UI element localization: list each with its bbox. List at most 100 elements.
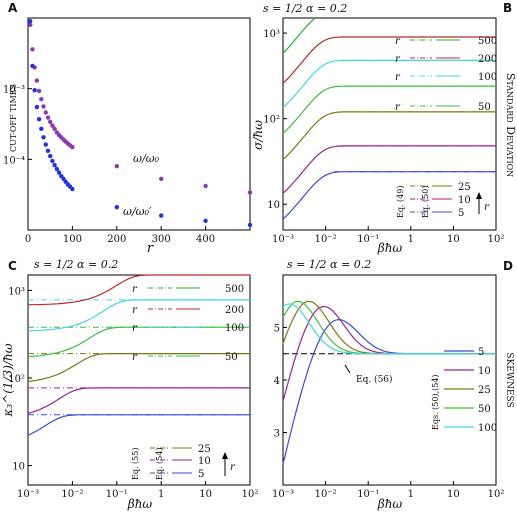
panel-b-eq-a: Eq. (49)	[396, 186, 405, 218]
panel-b-ytick-label: 10³	[263, 29, 280, 40]
panel-a-point	[54, 166, 60, 172]
panel-c-arrow-label: r	[230, 462, 236, 473]
panel-b-legend-rf: r	[395, 54, 401, 65]
panel-b-legend-value: 5	[458, 208, 464, 219]
panel-a-point	[203, 218, 208, 223]
panel-a-xlabel: r	[147, 241, 154, 256]
panel-a-point	[61, 176, 66, 182]
panel-a-point	[114, 163, 120, 169]
panel-a-letter: A	[8, 1, 18, 15]
panel-c-header: s = 1/2 α = 0.2	[34, 258, 118, 271]
panel-d-legend-value: 25	[478, 385, 491, 396]
panel-a-point	[203, 183, 208, 189]
panel-a-ytick-label: 10⁻⁴	[3, 155, 25, 166]
panel-d-series-50	[282, 300, 496, 355]
panel-a-xtick-label: 0	[25, 234, 31, 245]
panel-a-point	[45, 115, 51, 120]
panel-a-point	[36, 116, 42, 122]
panel-a-point	[48, 119, 53, 124]
panel-d-annot-arrow	[344, 364, 351, 374]
panel-c-series-5	[27, 414, 250, 436]
panel-a-point	[52, 162, 57, 168]
panel-d-xtick-label: 10	[447, 489, 460, 500]
panel-c-xtick-label: 1	[158, 489, 164, 500]
panel-d-legend-value: 5	[478, 347, 484, 358]
panel-c-xtick-label: 10⁻³	[17, 489, 39, 500]
panel-b-frame	[282, 17, 497, 231]
panel-a-point	[30, 47, 35, 52]
panel-a-xtick-label: 100	[63, 234, 82, 245]
panel-a-point	[34, 78, 40, 83]
panel-a-point	[114, 205, 120, 210]
panel-a-point	[36, 88, 42, 94]
panel-a-point	[45, 148, 51, 154]
panel-b-header: s = 1/2 α = 0.2	[263, 2, 347, 15]
panel-c-series-50	[27, 326, 250, 358]
panel-b-series-50	[282, 85, 496, 134]
panel-b-legend-rf: r	[395, 72, 401, 83]
panel-c-arrowhead	[222, 452, 228, 459]
panel-a-point	[39, 96, 44, 102]
panel-a-point	[41, 104, 46, 109]
panel-c-series-100	[27, 299, 250, 332]
panel-b-arrowhead	[476, 192, 482, 199]
panel-d-xtick-label: 10⁻¹	[357, 489, 379, 500]
panel-a-omega-prime-label: ω/ω₀′	[123, 205, 152, 218]
panel-a-xtick-label: 200	[107, 234, 126, 245]
panel-c-eq-b: Eq. (54)	[155, 448, 164, 480]
panel-c-ytick-label: 10²	[8, 374, 25, 385]
panel-d-xtick-label: 1	[408, 489, 414, 500]
panel-b-ylabel: σ/ħω	[251, 120, 265, 150]
panel-c-legend-rf: r	[132, 323, 138, 334]
panel-d-header: s = 1/2 α = 0.2	[287, 258, 371, 271]
panel-b-xlabel: βħω	[377, 241, 403, 255]
panel-b-xtick-label: 10⁻³	[272, 234, 294, 245]
panel-c-legend-value: 5	[198, 469, 204, 480]
panel-d-side-title: SKEWNESS	[504, 352, 514, 407]
panel-a-point	[30, 63, 35, 69]
panel-c-xlabel: βħω	[127, 497, 153, 511]
panel-b-series-25	[282, 111, 496, 160]
panel-c-series-25	[27, 353, 250, 383]
panel-d-legend-value: 10	[478, 366, 491, 377]
panel-c-ytick-label: 10	[12, 462, 25, 473]
panel-b-ytick-label: 10²	[263, 115, 280, 126]
panel-b-eq-b: Eq. (50)	[421, 186, 430, 218]
panel-d-xtick-label: 10⁻³	[272, 489, 294, 500]
panel-d-ytick-label: 3	[274, 429, 280, 440]
panel-c-xtick-label: 10⁻²	[61, 489, 83, 500]
panel-c-frame	[27, 274, 251, 486]
panel-c-legend-rf: r	[132, 305, 138, 316]
panel-c-letter: C	[8, 259, 17, 273]
panel-d-eq-label: Eqs. (50),(54)	[431, 374, 440, 430]
panel-d-series-25	[282, 300, 496, 355]
panel-b-legend-value: 50	[478, 102, 491, 113]
panel-a-point	[50, 123, 55, 128]
panel-a-point	[28, 22, 33, 28]
panel-c-legend-value: 50	[225, 352, 238, 363]
panel-a-point	[247, 222, 253, 228]
panel-a-point	[50, 158, 55, 164]
panel-d-xtick-label: 10⁻²	[315, 489, 337, 500]
panel-b-legend-rf: r	[395, 36, 401, 47]
panel-c-eq-a: Eq. (55)	[131, 448, 140, 480]
panel-a-point	[52, 126, 57, 132]
panel-d-ytick-label: 4	[274, 376, 280, 387]
panel-b-side-title: Standard Deviation	[504, 73, 517, 177]
panel-b-legend-value: 25	[458, 182, 471, 193]
panel-b-legend-value: 10	[458, 195, 471, 206]
panel-c-legend-value: 200	[225, 305, 244, 316]
panel-c-series-10	[27, 387, 250, 415]
panel-b-letter: B	[503, 1, 512, 15]
panel-b-xtick-label: 10²	[488, 234, 505, 245]
panel-b-xtick-label: 1	[408, 234, 414, 245]
panel-d-series-100	[282, 303, 496, 355]
panel-d-ytick-label: 5	[274, 324, 280, 335]
panel-d-xlabel: βħω	[377, 497, 403, 511]
panel-c-xtick-label: 10²	[242, 489, 259, 500]
panel-b-series-100	[282, 59, 496, 109]
panel-a-point	[39, 126, 44, 132]
panel-b-xtick-label: 10⁻¹	[357, 234, 379, 245]
panel-a-xtick-label: 400	[196, 234, 215, 245]
panel-a-point	[34, 104, 40, 110]
